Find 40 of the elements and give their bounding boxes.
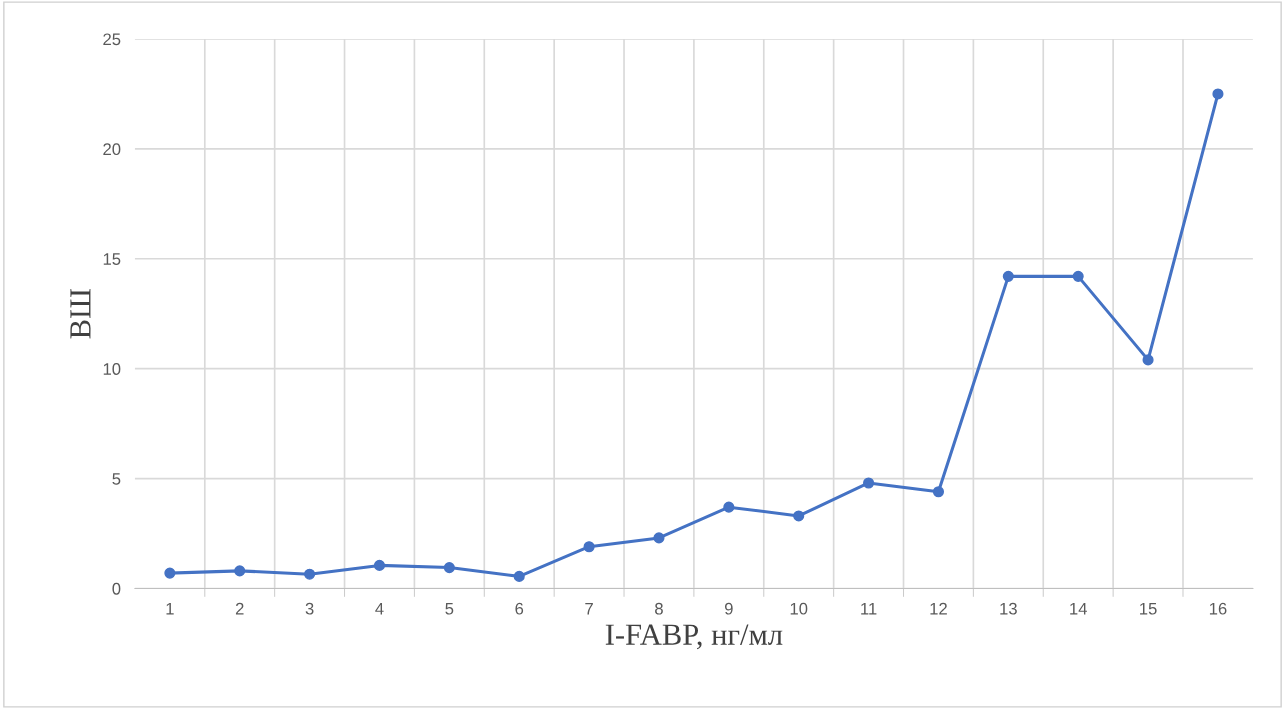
point (793, 510, 805, 522)
x-tick-label: 16 (1209, 602, 1227, 615)
x-tick-label: 8 (655, 602, 663, 615)
point (1002, 270, 1014, 282)
x-tick-label: 15 (1140, 602, 1157, 615)
x-tick-label: 5 (445, 602, 454, 615)
y-axis-title: ВШ (70, 289, 91, 339)
point (304, 568, 316, 580)
y-tick-label: 0 (112, 582, 121, 595)
x-tick-label: 14 (1070, 602, 1087, 615)
point (1212, 88, 1224, 100)
point (653, 532, 665, 544)
point (583, 541, 595, 553)
y-tick-label: 5 (112, 473, 121, 485)
x-tick-label: 9 (724, 602, 733, 615)
point (164, 567, 176, 579)
y-tick-label: 15 (103, 253, 121, 265)
x-tick-label: 13 (1000, 602, 1017, 615)
point (234, 565, 246, 577)
point (443, 562, 455, 574)
point (863, 477, 875, 489)
point (932, 486, 945, 498)
point (373, 559, 386, 571)
x-tick-label: 12 (930, 602, 947, 615)
x-tick-label: 2 (235, 602, 244, 615)
point (513, 570, 525, 582)
point (723, 501, 735, 513)
point (1142, 354, 1154, 366)
x-tick-label: 1 (166, 602, 174, 615)
x-tick-label: 10 (790, 602, 808, 615)
x-tick-label: 4 (375, 602, 384, 615)
y-tick-label: 10 (103, 363, 121, 375)
point (1072, 270, 1084, 282)
x-axis-title: I-FABP, нг/мл (605, 624, 783, 650)
y-tick-label: 25 (103, 33, 121, 46)
x-tick-label: 11 (861, 602, 877, 615)
x-tick-label: 7 (585, 602, 593, 615)
y-tick-label: 20 (103, 143, 121, 156)
x-tick-label: 3 (305, 602, 314, 615)
x-tick-label: 6 (515, 602, 524, 615)
